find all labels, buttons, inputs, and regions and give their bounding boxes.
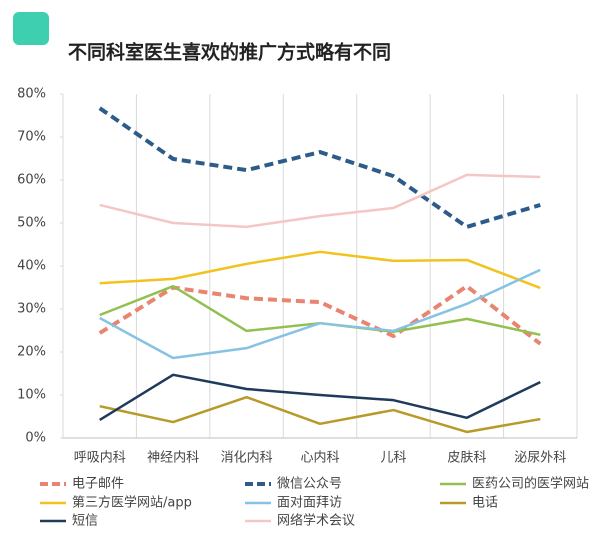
- x-tick-label: 皮肤科: [447, 451, 486, 466]
- y-tick-label: 40%: [17, 259, 46, 274]
- legend-label: 网络学术会议: [277, 513, 355, 529]
- chart-title: 不同科室医生喜欢的推广方式略有不同: [68, 41, 391, 64]
- legend-label: 面对面拜访: [277, 496, 342, 511]
- x-tick-label: 儿科: [380, 451, 406, 466]
- y-tick-label: 20%: [17, 345, 46, 360]
- y-tick-label: 60%: [17, 173, 46, 188]
- legend-label: 短信: [72, 514, 98, 529]
- logo-icon: [13, 12, 49, 45]
- x-tick-label: 呼吸内科: [74, 450, 126, 466]
- x-tick-label: 神经内科: [147, 450, 199, 466]
- series-line: [99, 268, 541, 360]
- series-line: [99, 373, 541, 422]
- legend-label: 第三方医学网站/app: [72, 495, 192, 511]
- y-tick-label: 10%: [17, 388, 46, 403]
- legend-label: 医药公司的医学网站: [472, 476, 589, 492]
- series-line: [99, 173, 541, 229]
- x-tick-label: 心内科: [300, 450, 339, 466]
- x-tick-label: 消化内科: [221, 450, 273, 466]
- series-line: [99, 250, 541, 290]
- y-tick-label: 80%: [17, 87, 46, 102]
- y-tick-label: 70%: [17, 130, 46, 145]
- y-tick-label: 0%: [25, 431, 46, 446]
- legend-label: 电子邮件: [72, 477, 124, 492]
- series-line: [99, 395, 541, 434]
- series-line: [98, 106, 541, 229]
- legend-label: 微信公众号: [277, 477, 342, 492]
- x-tick-label: 泌尿外科: [514, 451, 566, 466]
- y-tick-label: 50%: [17, 216, 46, 231]
- series-line: [98, 284, 542, 346]
- legend-label: 电话: [472, 496, 498, 511]
- y-tick-label: 30%: [17, 302, 46, 317]
